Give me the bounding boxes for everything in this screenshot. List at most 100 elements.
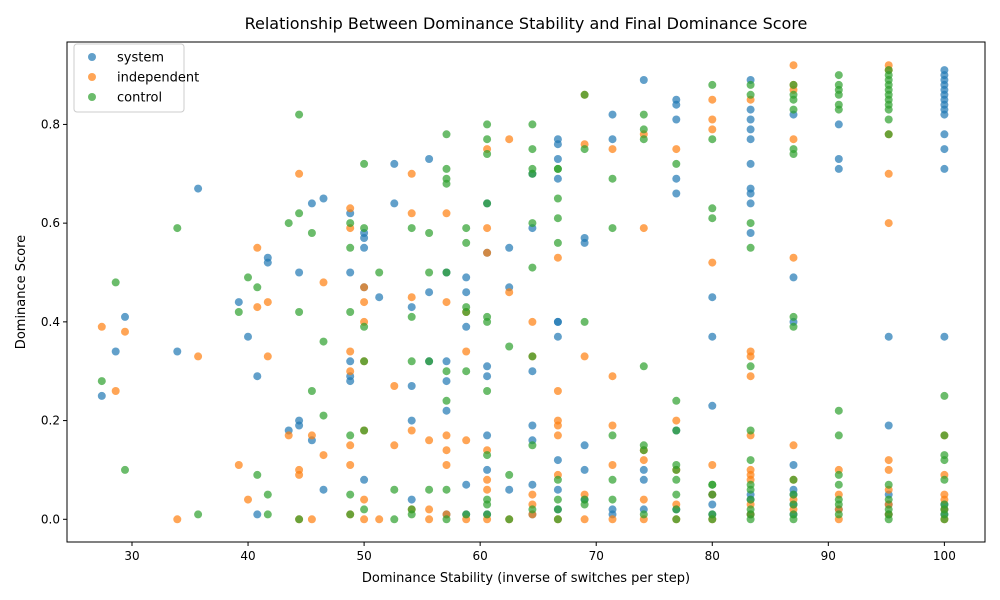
control-point (746, 80, 755, 89)
system-point (708, 293, 717, 302)
control-point (608, 495, 617, 504)
system-point (360, 475, 369, 484)
independent-point (407, 426, 416, 435)
control-point (442, 515, 451, 524)
control-point (884, 495, 893, 504)
control-point (746, 219, 755, 228)
independent-point (263, 298, 272, 307)
system-point (580, 441, 589, 450)
control-point (746, 243, 755, 252)
system-point (940, 110, 949, 119)
control-point (884, 480, 893, 489)
system-point (319, 194, 328, 203)
points-layer (97, 61, 949, 524)
control-point (346, 308, 355, 316)
independent-point (442, 446, 451, 455)
control-point (553, 495, 562, 504)
independent-point (608, 461, 617, 469)
independent-point (390, 441, 399, 450)
control-point (940, 515, 949, 524)
control-point (608, 174, 617, 183)
independent-point (111, 387, 120, 395)
control-point (884, 130, 893, 139)
system-point (746, 199, 755, 208)
independent-point (407, 169, 416, 178)
legend-marker-system (88, 53, 96, 61)
control-point (746, 90, 755, 99)
system-point (672, 115, 681, 124)
legend-label-system: system (117, 51, 164, 66)
system-point (940, 145, 949, 154)
control-point (425, 357, 434, 366)
system-point (746, 189, 755, 198)
control-point (111, 278, 120, 287)
control-point (708, 80, 717, 89)
independent-point (746, 372, 755, 381)
system-point (483, 372, 492, 381)
independent-point (608, 145, 617, 154)
system-point (97, 391, 106, 400)
system-point (608, 135, 617, 144)
control-point (442, 179, 451, 188)
control-point (708, 490, 717, 499)
system-point (553, 456, 562, 465)
control-point (553, 505, 562, 514)
control-point (263, 510, 272, 519)
system-point (672, 174, 681, 183)
independent-point (789, 253, 798, 262)
x-tick-label: 70 (589, 549, 604, 563)
control-point (834, 470, 843, 479)
independent-point (708, 95, 717, 104)
independent-point (121, 327, 129, 336)
control-point (505, 470, 514, 479)
control-point (553, 515, 562, 524)
system-point (425, 288, 434, 297)
independent-point (884, 219, 893, 228)
control-point (483, 135, 492, 144)
system-point (121, 312, 129, 321)
system-point (834, 164, 843, 173)
plot-frame (66, 41, 986, 543)
control-point (407, 224, 416, 233)
control-point (789, 105, 798, 114)
independent-point (307, 431, 316, 440)
independent-point (319, 451, 328, 460)
control-point (97, 377, 106, 386)
system-point (940, 130, 949, 139)
system-point (346, 377, 355, 386)
control-point (834, 406, 843, 415)
independent-point (425, 515, 434, 524)
system-point (425, 155, 434, 163)
control-point (528, 120, 537, 129)
system-point (789, 461, 798, 469)
control-point (528, 352, 537, 361)
control-point (483, 500, 492, 509)
system-point (263, 258, 272, 267)
control-point (462, 367, 471, 376)
control-point (253, 283, 262, 292)
system-point (375, 293, 384, 302)
control-point (608, 224, 617, 233)
control-point (483, 451, 492, 460)
control-point (834, 105, 843, 114)
control-point (505, 515, 514, 524)
system-point (346, 268, 355, 277)
control-point (746, 515, 755, 524)
system-point (746, 229, 755, 237)
system-point (173, 347, 182, 356)
control-point (390, 485, 399, 494)
system-point (295, 268, 304, 277)
control-point (672, 490, 681, 499)
x-tick-label: 40 (240, 549, 255, 563)
control-point (360, 426, 369, 435)
independent-point (244, 495, 252, 504)
independent-point (789, 135, 798, 144)
independent-point (425, 436, 434, 445)
independent-point (462, 347, 471, 356)
control-point (346, 219, 355, 228)
independent-point (442, 209, 451, 218)
control-point (462, 238, 471, 247)
system-point (553, 485, 562, 494)
control-point (346, 510, 355, 519)
